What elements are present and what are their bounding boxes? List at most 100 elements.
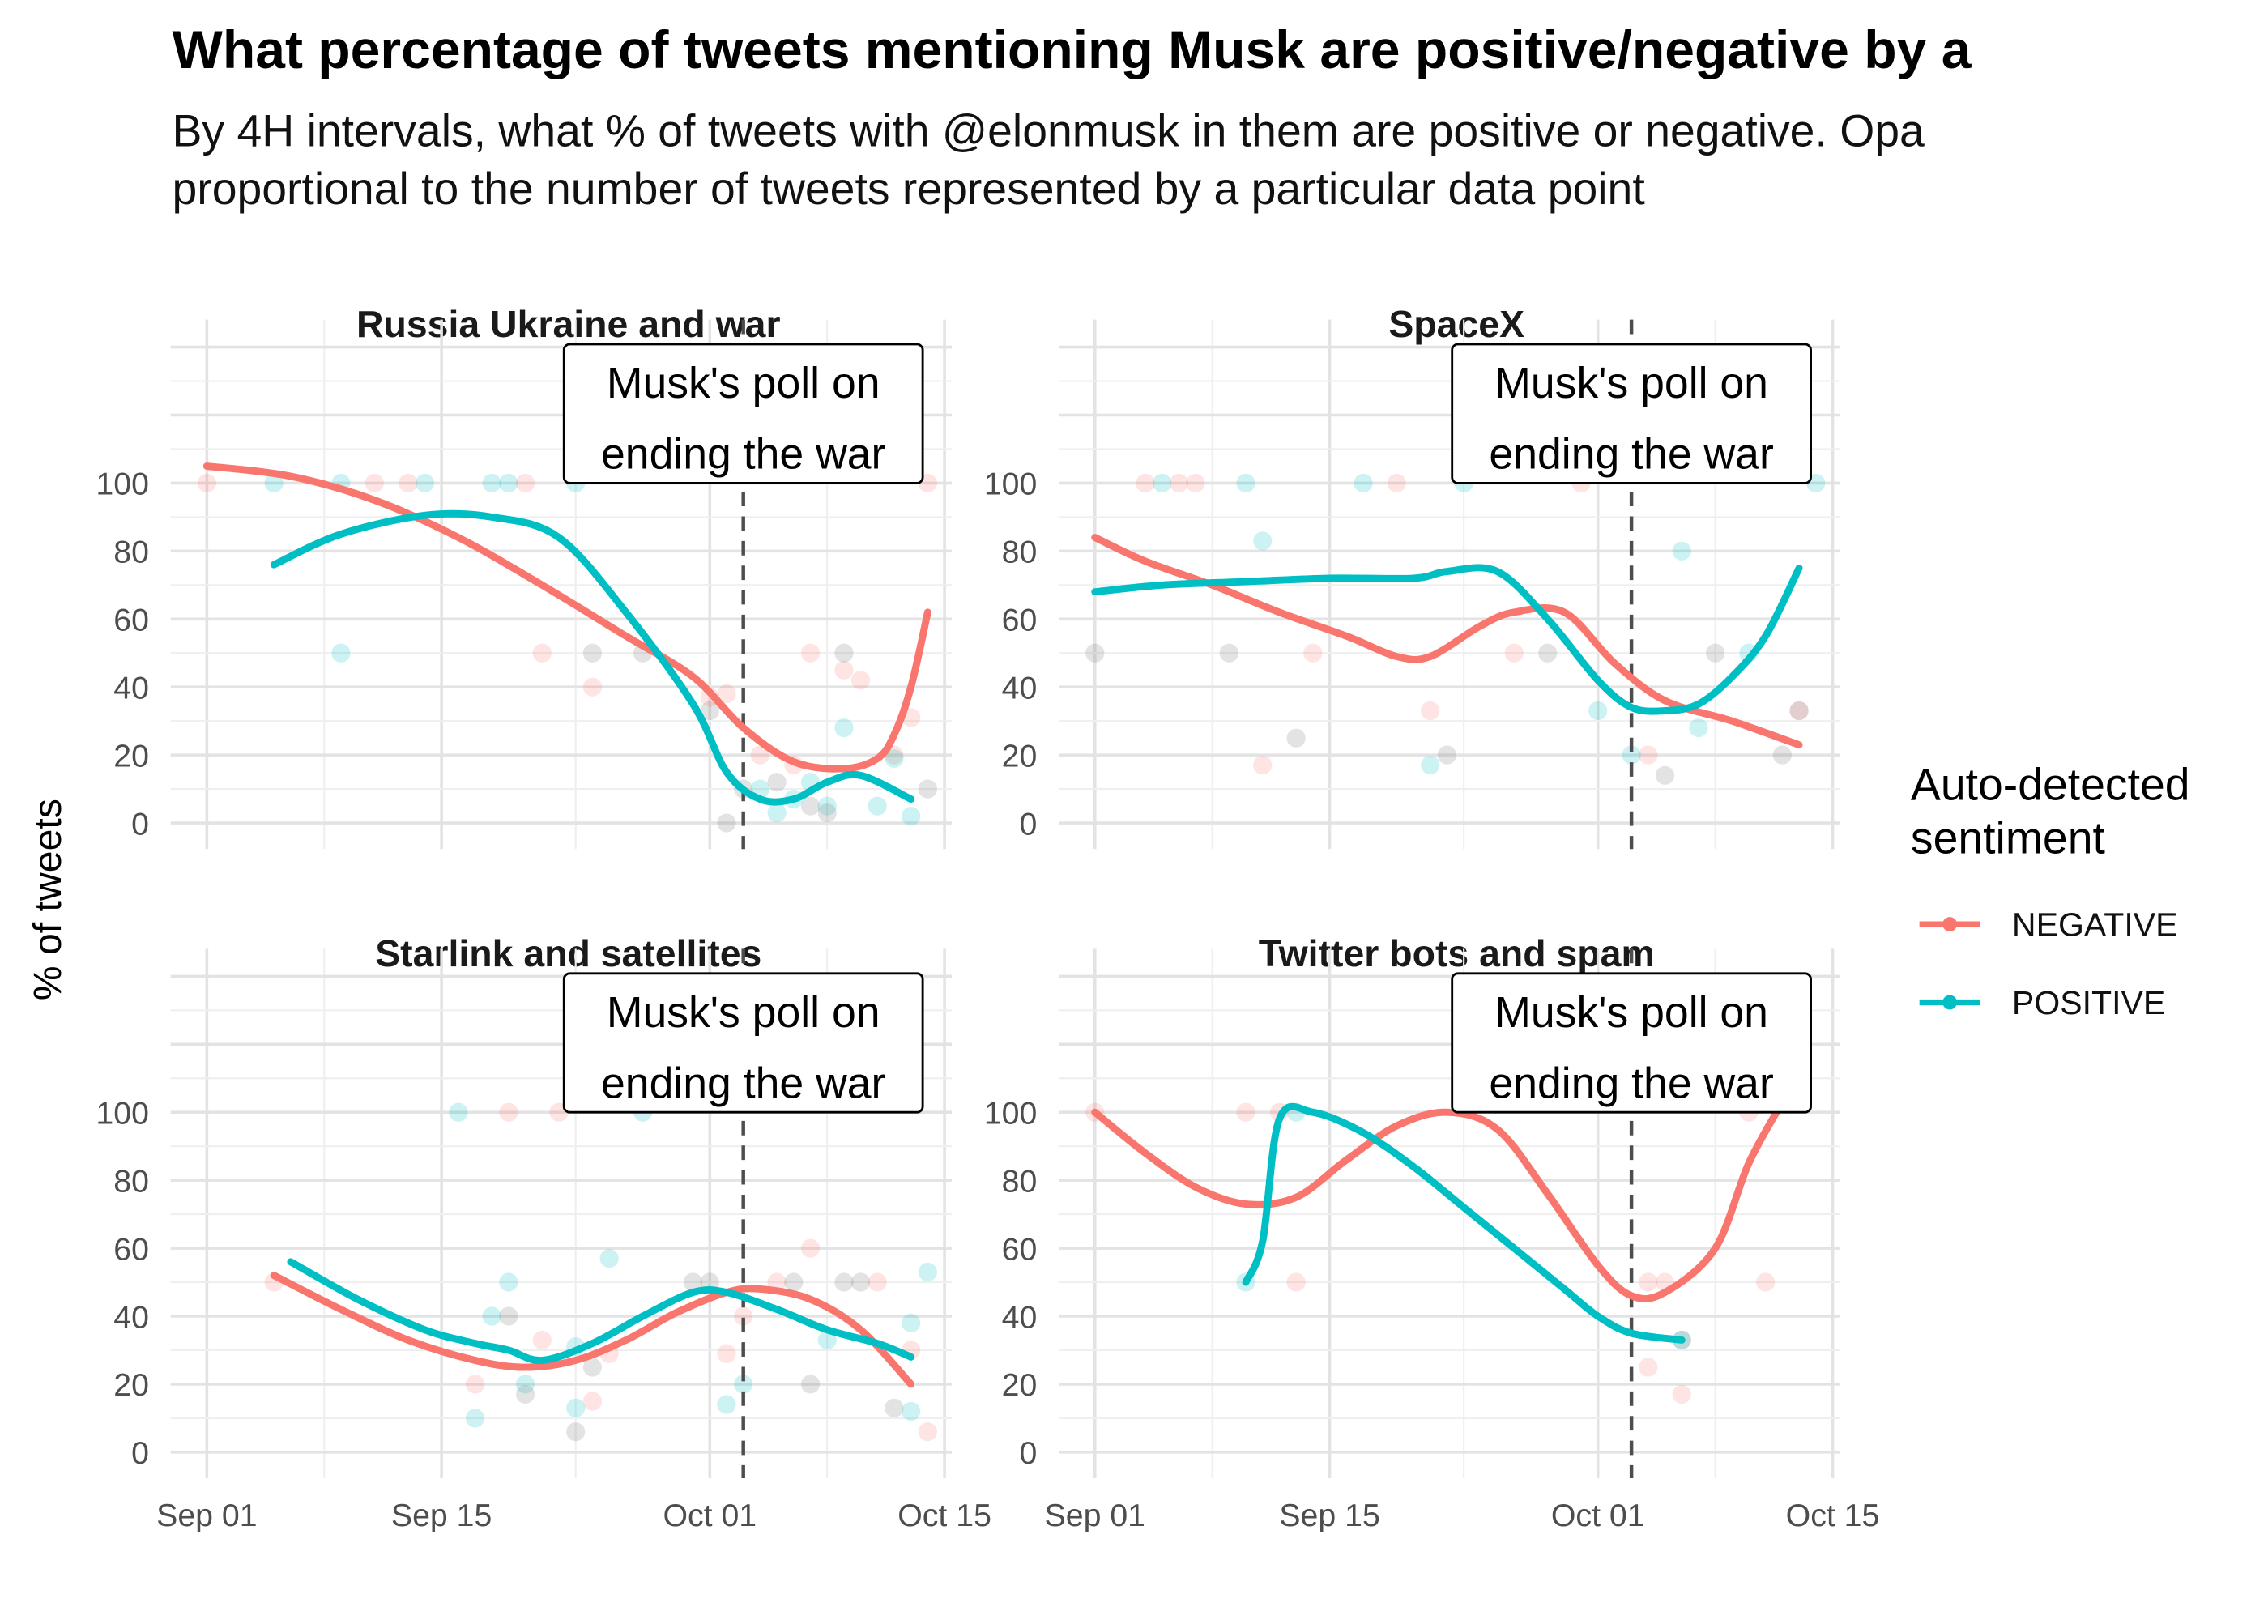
annotation-line2: ending the war [1489,431,1773,479]
annotation-box [562,343,924,484]
y-tick-label: 0 [131,1435,149,1471]
annotation-line2: ending the war [1489,1059,1773,1107]
legend-key-negative-point [1942,917,1958,931]
data-point-positive [834,718,854,738]
y-tick-label: 100 [96,467,149,502]
data-point-neutral [1085,643,1105,663]
data-point-positive [885,748,904,769]
y-tick-label: 40 [113,1299,149,1335]
y-tick-label: 80 [113,535,149,570]
y-tick-label: 60 [113,603,149,638]
y-tick-label: 20 [1002,1367,1038,1403]
data-point-neutral [1437,745,1457,765]
series-line-negative [1091,1098,1786,1302]
x-tick-label: Sep 01 [1045,1498,1145,1533]
scatter-points [264,1102,937,1442]
data-point-neutral [1286,728,1306,748]
panel-title-spacex: SpaceX [1388,303,1524,345]
legend-item-negative: NEGATIVE [1919,906,2178,943]
data-point-neutral [850,1272,871,1292]
data-point-negative [1303,643,1323,663]
y-tick-label: 80 [113,1163,149,1199]
data-point-negative [515,473,535,493]
data-point-neutral [700,701,719,721]
data-point-negative [1639,745,1658,765]
y-tick-label: 20 [1002,738,1038,774]
data-point-negative [868,1272,887,1292]
data-point-negative [532,1330,552,1350]
data-point-neutral [1772,745,1792,765]
data-point-neutral [1219,643,1238,663]
y-tick-label: 100 [96,1096,149,1132]
scatter-points [1085,1102,1776,1404]
annotation-line1: Musk's poll on [1494,360,1768,407]
data-point-negative [1421,701,1440,721]
data-point-negative [750,745,770,765]
data-point-positive [1354,473,1373,493]
data-point-negative [1169,473,1188,493]
data-point-positive [902,1401,921,1422]
y-tick-label: 0 [131,806,149,842]
data-point-neutral [566,1422,586,1442]
x-tick-label: Oct 01 [1551,1498,1645,1533]
data-point-neutral [834,643,854,663]
annotation-line1: Musk's poll on [607,989,880,1037]
data-point-positive [902,807,921,826]
series-line-negative [202,462,932,773]
data-point-negative [1186,473,1205,493]
data-point-neutral [834,1272,854,1292]
data-point-positive [1689,718,1708,738]
y-tick-label: 60 [113,1231,149,1267]
annotation-label: Musk's poll on ending the war [562,343,924,484]
data-point-positive [868,796,887,816]
facet-panels: Russia Ukraine and war 0 20 40 60 80 100 Musk's… [96,303,1879,1533]
data-point-negative [1387,473,1406,493]
data-point-negative [1504,643,1524,663]
data-point-neutral [885,1398,904,1417]
data-point-positive [449,1102,468,1122]
data-point-positive [717,1395,736,1414]
y-tick-label: 60 [1002,1231,1038,1267]
annotation-label: Musk's poll on ending the war [1451,972,1812,1114]
series-line-positive [287,1258,915,1364]
data-point-positive [1622,745,1641,765]
y-tick-label: 80 [1002,1163,1038,1199]
data-point-neutral [717,813,736,833]
y-tick-label: 0 [1020,806,1038,842]
data-point-positive [734,1375,753,1394]
data-point-negative [1639,1358,1658,1377]
series-line-positive [1242,1102,1686,1344]
data-point-positive [1672,541,1691,561]
data-point-positive [331,643,351,663]
legend-title-line2: sentiment [1911,813,2105,863]
data-point-negative [582,677,603,697]
data-point-neutral [499,1306,518,1326]
annotation-line1: Musk's poll on [607,360,880,407]
data-point-negative [466,1375,485,1394]
data-point-neutral [1538,643,1558,663]
data-point-negative [364,473,384,493]
series-line-positive [270,509,915,806]
data-point-positive [482,473,501,493]
annotation-line2: ending the war [601,431,885,479]
series-line-negative [1091,534,1803,749]
data-point-neutral [1789,701,1809,721]
x-tick-label: Oct 01 [663,1498,757,1533]
data-point-positive [499,473,518,493]
data-point-neutral [800,796,821,816]
data-point-neutral [817,803,837,823]
data-point-positive [566,1398,586,1417]
data-point-negative [918,1422,937,1442]
data-point-positive [599,1248,619,1268]
data-point-positive [1153,473,1172,493]
chart-subtitle-line2: proportional to the number of tweets rep… [173,164,1645,214]
data-point-neutral [683,1272,703,1292]
data-point-negative [1789,701,1809,721]
data-point-positive [515,1375,535,1394]
data-point-positive [1421,756,1440,775]
y-tick-label: 100 [984,1096,1038,1132]
y-tick-label: 20 [113,1367,149,1403]
data-point-negative [1136,473,1155,493]
data-point-negative [717,684,736,704]
chart-subtitle-line1: By 4H intervals, what % of tweets with @… [173,105,1925,156]
